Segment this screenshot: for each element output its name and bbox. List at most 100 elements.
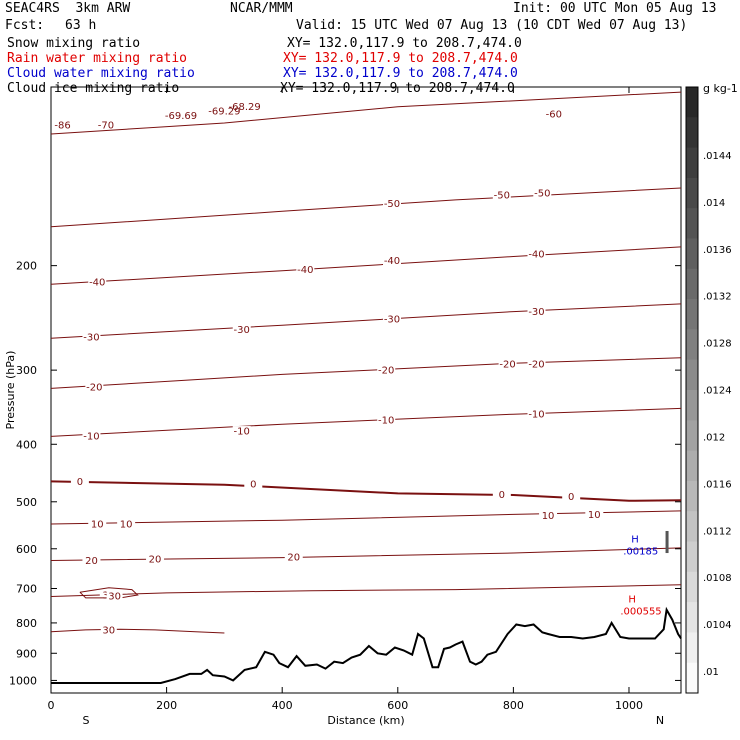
isotherm-label-bg [383,255,402,266]
colorbar-tick-label: .0128 [703,339,732,350]
isotherm-layer: -60 -50 -50 -50 -40 -40 -40 -40 -30 -30 -30 -30 -20 -… [50,91,682,636]
y-axis-label: Pressure (hPa) [4,351,17,430]
isotherm-label: -60 [546,109,562,120]
isotherm-line [50,584,682,597]
isotherm-label-bg [82,332,101,343]
isotherm-label-bg [85,381,104,392]
isotherm-label: 0 [77,477,83,488]
field-label-snow: Snow mixing ratio [7,36,141,51]
top-contour-label: -69.69 [165,111,197,122]
colorbar-swatch [686,662,698,694]
colorbar-swatch [686,117,698,149]
isotherm-label-bg [527,248,546,259]
isotherm-label: -30 [528,307,544,318]
field-label-cloud-water: Cloud water mixing ratio [7,66,195,81]
y-tick-label: 600 [16,543,37,556]
colorbar-swatch [686,390,698,421]
field-label-rain: Rain water mixing ratio [7,51,188,66]
isotherm-label: 10 [542,511,555,522]
colorbar-tick-label: .0116 [703,479,732,490]
colorbar-swatch [686,602,698,633]
top-contour-label: -69.29 [208,107,240,118]
isotherm-label: -30 [234,325,250,336]
colorbar-frame [685,86,699,694]
colorbar-tick-label: .012 [703,432,725,443]
isotherm-label: 0 [499,490,505,501]
isotherm-label-bg [106,590,123,601]
x-end-label-north: N [656,714,664,727]
isotherm-line [79,587,139,599]
isotherm-line [50,303,682,339]
isotherm-label-bg [527,359,546,370]
max-marker-h: H [631,534,639,545]
x-tick-label: 600 [387,699,408,712]
x-tick-label: 0 [48,699,55,712]
y-tick-label: 800 [16,617,37,630]
isotherm-label-bg [146,553,165,564]
isotherm-label-bg [377,365,396,376]
isotherm-label: 10 [588,510,601,521]
forecast-label: Fcst: [5,18,45,33]
colorbar-unit: g kg-1 [703,82,738,95]
isotherm-label: -30 [384,314,400,325]
isotherm-label-bg [232,324,251,335]
isotherm-label: -10 [234,427,250,438]
isotherm-label: -10 [83,431,99,442]
model-title: SEAC4RS 3km ARW [5,1,131,16]
y-tick-label: 900 [16,647,37,660]
isotherm-label-bg [498,359,517,370]
isotherm-label-bg [88,518,107,529]
isotherm-label-bg [492,489,511,500]
isotherm-label: 0 [250,480,256,491]
isotherm-line [50,357,682,389]
plot-frame [50,86,682,694]
colorbar-tick-label: .0132 [703,292,732,303]
colorbar-swatch [686,299,698,330]
max-marker-value: .00185 [623,546,658,557]
isotherm-label: -30 [83,333,99,344]
isotherm-label: 30 [108,591,121,602]
field-xy-cloud-ice: XY= 132.0,117.9 to 208.7,474.0 [280,81,515,96]
isotherm-label: -50 [384,199,400,210]
isotherm-label-bg [539,510,558,521]
isotherm-label: -20 [86,382,102,393]
isotherm-label-bg [82,430,101,441]
isotherm-line [50,187,682,228]
axes-layer: 0 200 400 600 800 100020030040050060070080090… [9,87,681,712]
isotherm-label-bg [100,624,117,635]
isotherm-label: -50 [534,189,550,200]
colorbar-swatch [686,632,698,664]
y-tick-label: 500 [16,496,37,509]
colorbar-swatch [686,147,698,179]
y-tick-label: 200 [16,260,37,273]
isotherm-line [50,91,682,135]
isotherm-label-bg [377,414,396,425]
y-tick-label: 700 [16,583,37,596]
isotherm-label: -40 [297,265,313,276]
y-tick-label: 1000 [9,674,37,687]
isotherm-label-bg [117,518,136,529]
cloud-streak [665,530,669,554]
colorbar-tick-label: .0144 [703,151,732,162]
x-tick-label: 1000 [615,699,643,712]
y-tick-label: 300 [16,364,37,377]
isotherm-label-bg [82,555,101,566]
isotherm-label-bg [562,491,581,502]
colorbar-tick-label: .0108 [703,573,732,584]
isotherm-label: -40 [89,277,105,288]
x-end-label-south: S [83,714,90,727]
isotherm-label-bg [296,264,315,275]
top-contour-label: -70 [98,120,114,131]
colorbar-tick-label: .0124 [703,386,732,397]
isotherm-label-bg [88,276,107,287]
isotherm-label-bg [244,479,263,490]
isotherm-label: 30 [102,625,115,636]
colorbar-swatch [686,238,698,270]
forecast-hours: 63 h [65,18,97,33]
colorbar-swatch [686,329,698,361]
colorbar-swatch [686,480,698,512]
field-xy-cloud-water: XY= 132.0,117.9 to 208.7,474.0 [283,66,518,81]
isotherm-label-bg [544,108,563,119]
colorbar-tick-label: .014 [703,198,725,209]
